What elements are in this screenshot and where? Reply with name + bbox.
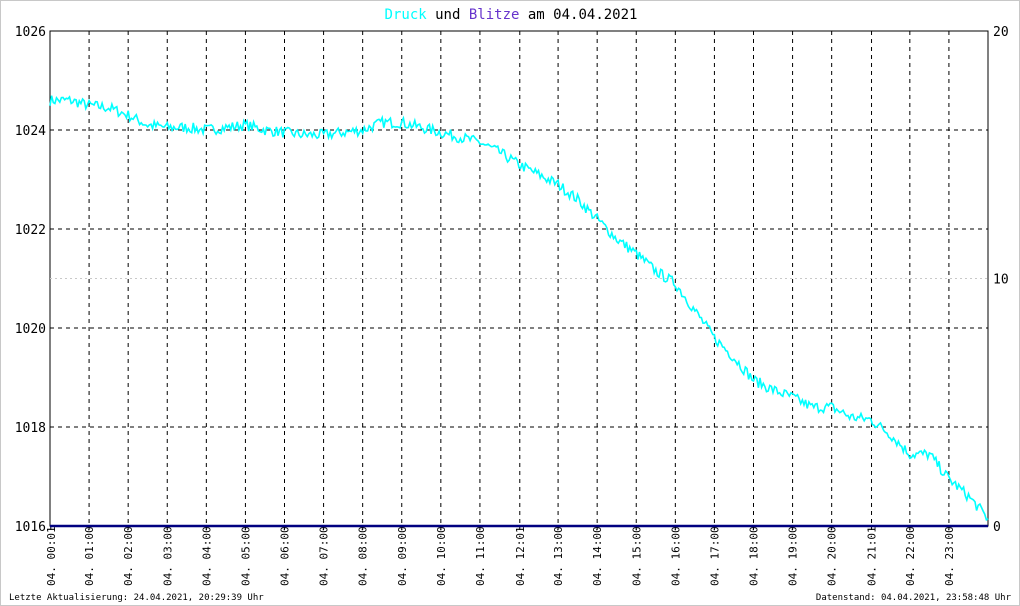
- x-tick-label: 04. 19:00: [787, 526, 800, 586]
- x-tick-label: 04. 18:00: [748, 526, 761, 586]
- y-left-tick-label: 1026: [15, 25, 46, 40]
- x-tick-label: 04. 14:00: [591, 526, 604, 586]
- x-tick-label: 04. 17:00: [708, 526, 721, 586]
- footer-last-update: Letzte Aktualisierung: 24.04.2021, 20:29…: [9, 593, 264, 603]
- x-axis-ticks: 04. 00:01 04. 01:00 04. 02:00 04. 03:00 04. …: [45, 526, 956, 586]
- series-line-druck: [49, 95, 989, 522]
- x-tick-label: 04. 20:00: [826, 526, 839, 586]
- x-tick-label: 04. 13:00: [552, 526, 565, 586]
- series-group: [49, 95, 989, 528]
- left-axis-ticks: 1016 1018 1020 1022 1024 1026: [15, 25, 46, 535]
- x-tick-label: 04. 21:01: [866, 526, 879, 586]
- grid: [49, 30, 989, 527]
- x-tick-label: 04. 16:00: [669, 526, 682, 586]
- x-tick-label: 04. 10:00: [435, 526, 448, 586]
- y-left-tick-label: 1016: [15, 520, 46, 535]
- x-tick-label: 04. 23:00: [943, 526, 956, 586]
- x-tick-label: 04. 11:00: [474, 526, 487, 586]
- x-tick-label: 04. 05:00: [239, 526, 252, 586]
- x-tick-label: 04. 15:00: [630, 526, 643, 586]
- y-right-tick-label: 0: [993, 520, 1001, 535]
- pressure-lightning-chart: Druck und Blitze am 04.04.2021 101610181…: [15, 7, 1009, 586]
- x-tick-label: 04. 01:00: [83, 526, 96, 586]
- x-tick-label: 04. 00:01: [45, 526, 58, 586]
- right-axis-ticks: 0 10 20: [993, 25, 1009, 535]
- x-tick-label: 04. 22:00: [904, 526, 917, 586]
- y-left-tick-label: 1020: [15, 322, 46, 337]
- title-date-prefix: am: [528, 7, 545, 23]
- chart-title: Druck und Blitze am 04.04.2021: [385, 7, 638, 23]
- title-date: 04.04.2021: [553, 7, 637, 23]
- y-right-tick-label: 20: [993, 25, 1009, 40]
- x-tick-label: 04. 04:00: [200, 526, 213, 586]
- x-tick-label: 04. 02:00: [122, 526, 135, 586]
- y-left-tick-label: 1022: [15, 223, 46, 238]
- x-tick-label: 04. 06:00: [279, 526, 292, 586]
- title-connector: und: [435, 7, 460, 23]
- y-right-tick-label: 10: [993, 273, 1009, 288]
- x-tick-label: 04. 03:00: [161, 526, 174, 586]
- footer-data-status: Datenstand: 04.04.2021, 23:58:48 Uhr: [815, 593, 1011, 603]
- y-left-tick-label: 1018: [15, 421, 46, 436]
- x-tick-label: 04. 08:00: [357, 526, 370, 586]
- x-tick-label: 04. 07:00: [318, 526, 331, 586]
- title-series1: Druck: [385, 7, 428, 23]
- x-tick-label: 04. 12:01: [514, 526, 527, 586]
- x-tick-label: 04. 09:00: [396, 526, 409, 586]
- y-left-tick-label: 1024: [15, 124, 46, 139]
- title-series2: Blitze: [469, 7, 520, 23]
